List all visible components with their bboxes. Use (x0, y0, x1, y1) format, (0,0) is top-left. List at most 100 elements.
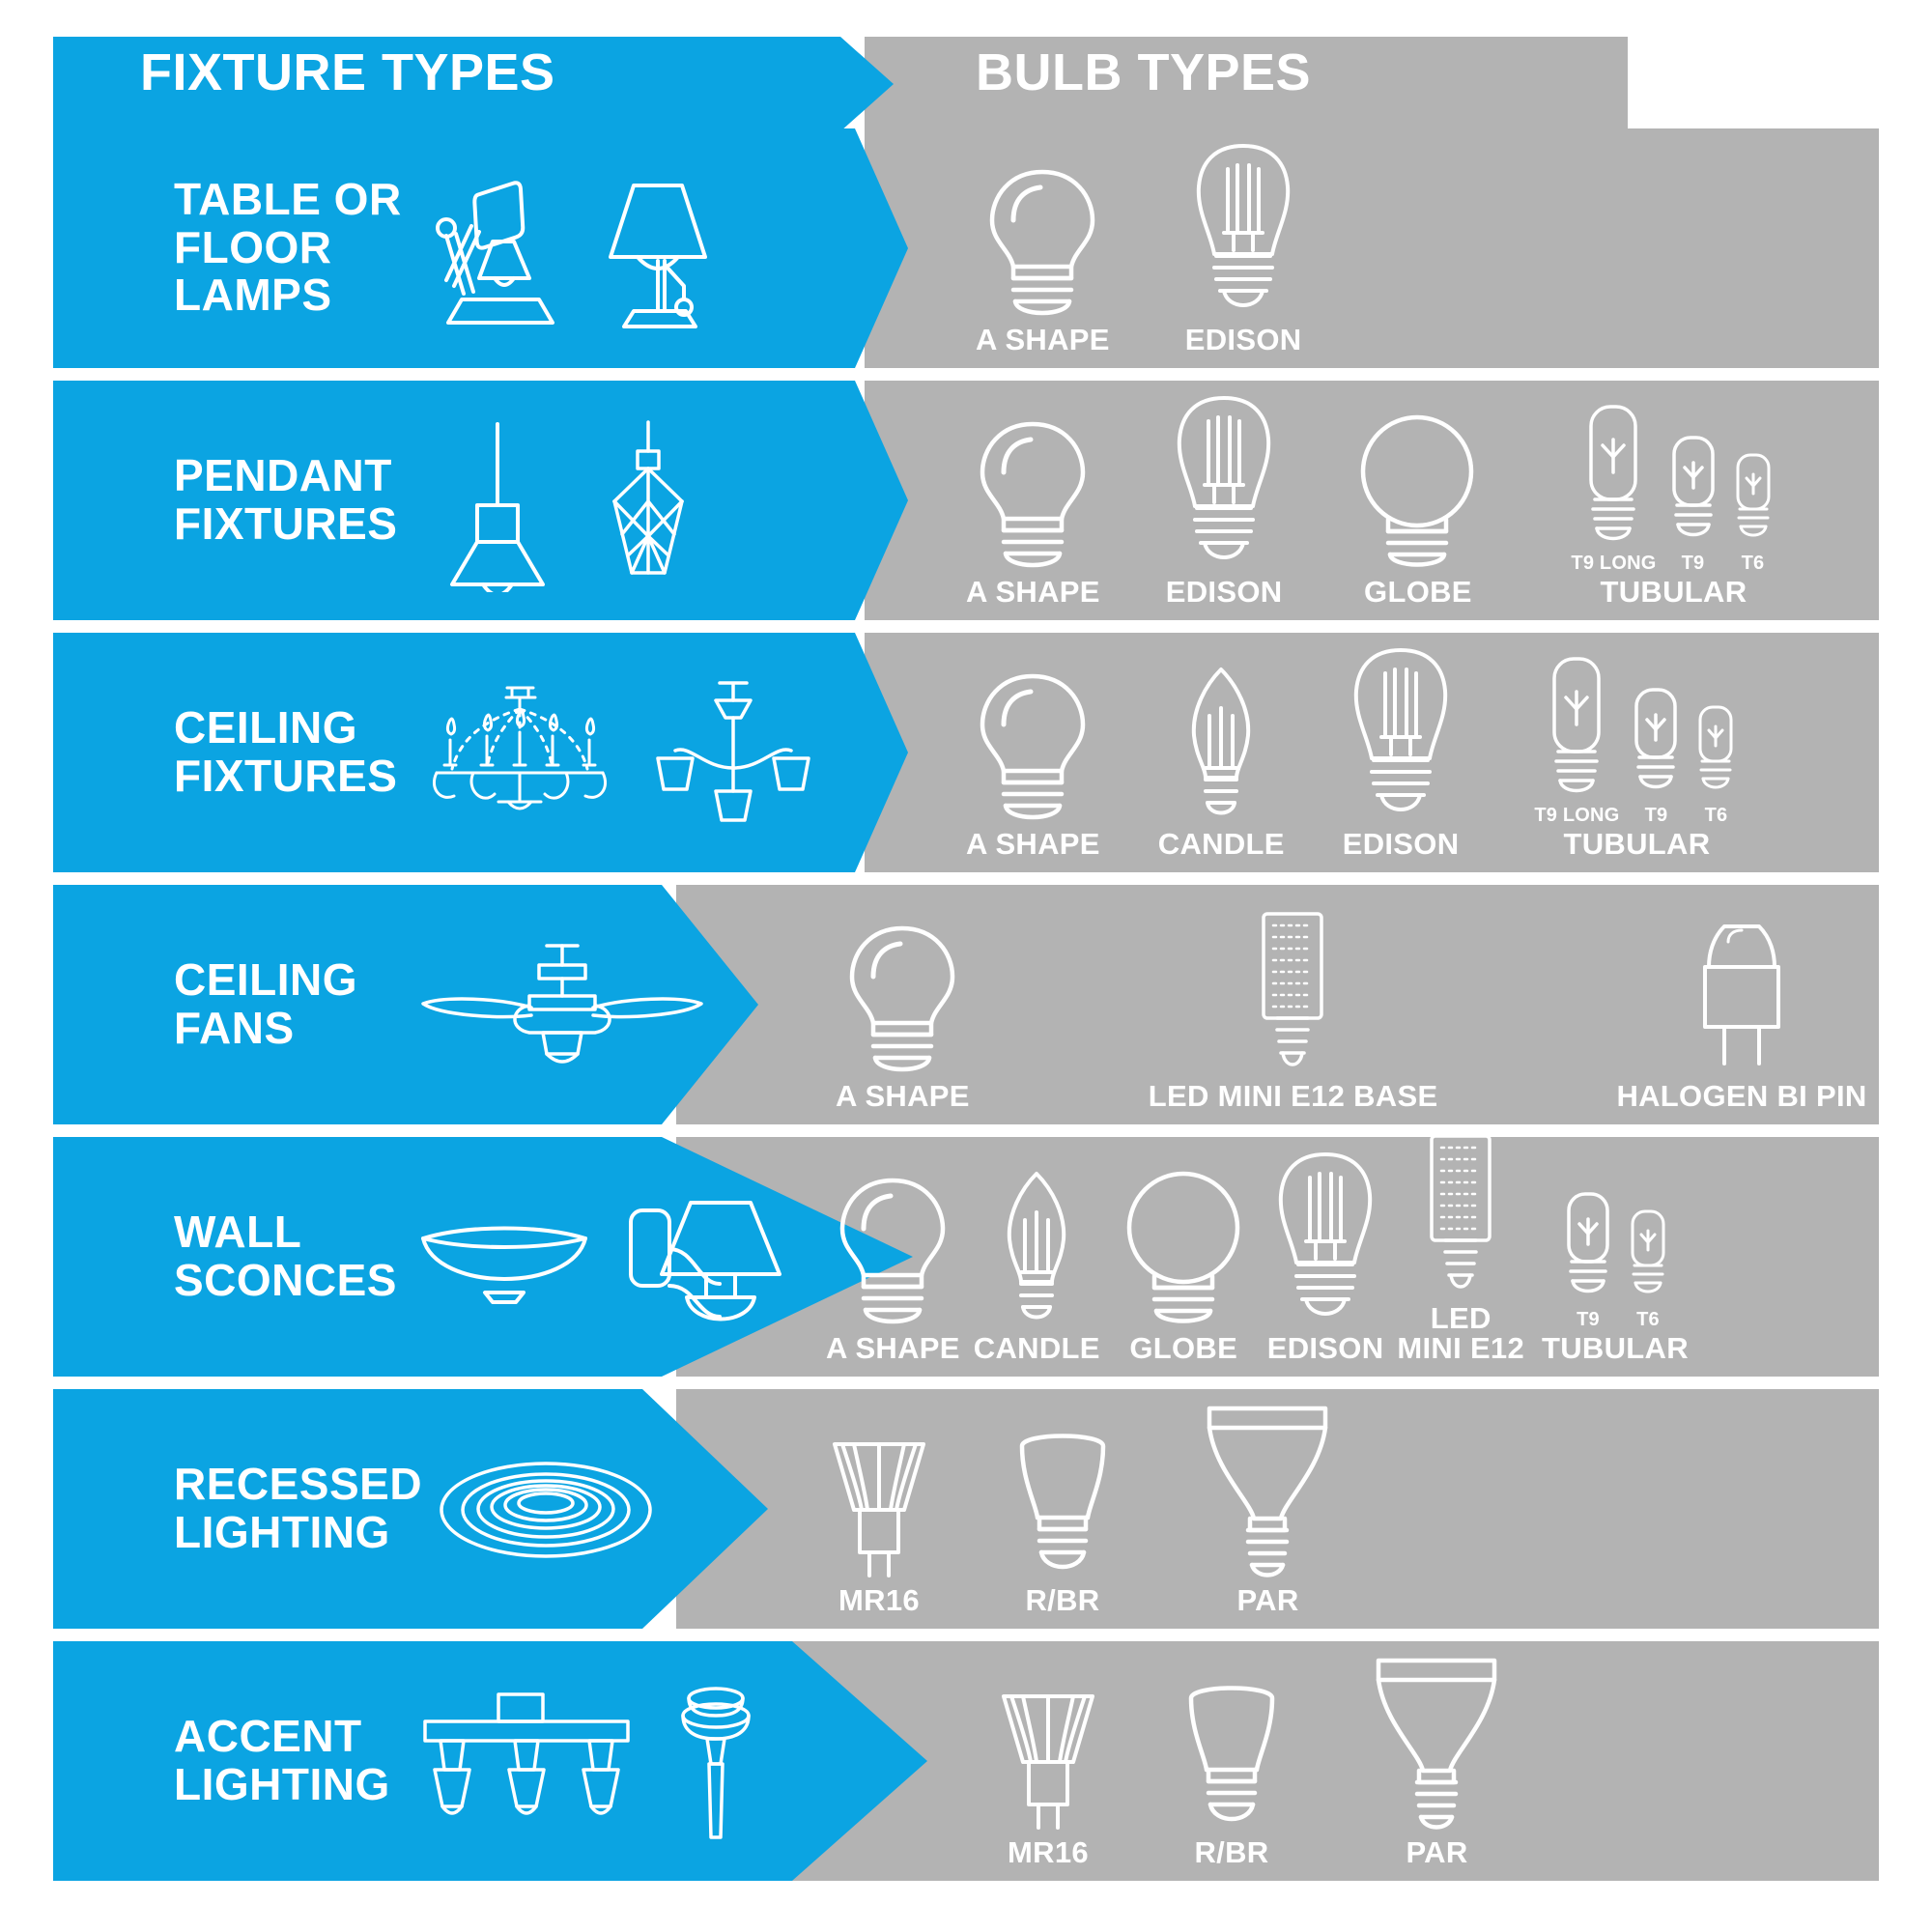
fixture-row: CEILING FIXTURES (0, 633, 1932, 872)
par-bulb-icon (1357, 1653, 1517, 1832)
a-shape-bulb-icon (975, 668, 1091, 823)
a-shape-bulb-icon (835, 1173, 951, 1327)
wall-bowl-sconce-icon (415, 1204, 594, 1310)
chandelier-arm-icon (648, 675, 817, 830)
tubular-size-label: T6 (1741, 553, 1765, 574)
bulb-group: A SHAPE CANDLE EDISON T9 LONG T9 (966, 633, 1739, 872)
tubular-group: T9 T6 TUBULAR (1542, 1188, 1689, 1363)
edison-bulb-icon (1166, 392, 1282, 571)
bulb-label: A SHAPE (966, 575, 1100, 609)
bulb-item: A SHAPE (836, 921, 970, 1111)
tubular-t9-icon (1559, 1188, 1617, 1307)
fixture-type-label: WALL SCONCES (174, 1207, 397, 1305)
halogen-bi-pin-icon (1693, 921, 1790, 1075)
fixture-type-label: PENDANT FIXTURES (174, 450, 398, 549)
bulb-label: PAR (1406, 1835, 1468, 1869)
bulb-item: LED MINI E12 BASE (1149, 906, 1438, 1111)
bulb-group: A SHAPE LED MINI E12 BASE HALOGEN BI PIN (836, 885, 1867, 1124)
bulb-label: CANDLE (973, 1331, 1100, 1365)
tubular-size-label: T6 (1636, 1309, 1660, 1330)
fixture-icon-group (415, 633, 817, 872)
bulb-item: A SHAPE (966, 416, 1100, 607)
bulb-label: LED MINI E12 (1397, 1301, 1524, 1365)
fixture-type-label: CEILING FANS (174, 954, 358, 1053)
tubular-t9-icon (1627, 684, 1685, 803)
pendant-cage-icon (585, 409, 711, 592)
bulb-item: GLOBE (1114, 1168, 1254, 1363)
r-br-bulb-icon (1174, 1677, 1290, 1832)
tubular-group: T9 LONG T9 T6 TUBULAR (1534, 653, 1739, 859)
bulb-item: EDISON (1166, 392, 1283, 607)
fixture-row: TABLE OR FLOOR LAMPS A SHAPE EDISON (0, 128, 1932, 368)
tubular-group-label: TUBULAR (1600, 575, 1747, 609)
header-gray-panel (865, 37, 1628, 131)
bulb-item: HALOGEN BI PIN (1616, 921, 1866, 1111)
bulb-item: A SHAPE (966, 668, 1100, 859)
bulb-label: EDISON (1342, 827, 1460, 861)
bulb-item: GLOBE (1348, 412, 1488, 607)
fixture-row: PENDANT FIXTURES A SHAPE EDISON (0, 381, 1932, 620)
candle-bulb-icon (1173, 664, 1269, 823)
bulb-item: R/BR (1174, 1677, 1290, 1867)
bulb-item: EDISON (1343, 644, 1460, 859)
tubular-item: T6 (1625, 1206, 1671, 1329)
tubular-group-label: TUBULAR (1563, 827, 1711, 861)
bulb-group: A SHAPE EDISON (976, 128, 1301, 368)
tubular-t6-icon (1625, 1206, 1671, 1307)
bulb-item: EDISON (1185, 140, 1302, 355)
tubular-size-label: T9 LONG (1534, 805, 1620, 826)
fixture-type-panel (53, 381, 908, 620)
tubular-item: T9 (1627, 684, 1685, 825)
tubular-t9-long-icon (1579, 401, 1647, 551)
page-title-fixture-types: FIXTURE TYPES (140, 43, 555, 101)
bulb-item: A SHAPE (826, 1173, 960, 1363)
tubular-t6-icon (1730, 449, 1776, 551)
fixture-type-panel (53, 885, 758, 1124)
bulb-label: CANDLE (1157, 827, 1285, 861)
tubular-item: T6 (1730, 449, 1776, 573)
bulb-item: A SHAPE (976, 164, 1110, 355)
tubular-item: T6 (1692, 701, 1739, 825)
desk-lamp-icon (425, 166, 570, 330)
bulb-item: MR16 (821, 1435, 937, 1615)
bulb-item: PAR (1357, 1653, 1517, 1867)
bulb-label: GLOBE (1364, 575, 1472, 609)
bulb-label: GLOBE (1129, 1331, 1238, 1365)
track-light-icon (415, 1687, 638, 1836)
bulb-label: R/BR (1025, 1583, 1100, 1617)
bulb-item: EDISON (1267, 1149, 1384, 1363)
edison-bulb-icon (1267, 1149, 1383, 1327)
bulb-item: PAR (1188, 1401, 1348, 1615)
bulb-label: LED MINI E12 BASE (1148, 1079, 1438, 1113)
fixture-icon-group (435, 381, 711, 620)
bulb-label: A SHAPE (826, 1331, 960, 1365)
bulb-group: MR16 R/BR PAR (821, 1389, 1348, 1629)
globe-bulb-icon (1114, 1168, 1254, 1327)
tubular-size-label: T6 (1704, 805, 1728, 826)
globe-bulb-icon (1348, 412, 1488, 571)
r-br-bulb-icon (1005, 1425, 1121, 1579)
fixture-icon-group (425, 128, 721, 368)
fixture-row: WALL SCONCES A SHAPE CANDLE GLOBE (0, 1134, 1932, 1377)
bulb-item: MR16 (990, 1687, 1106, 1867)
recessed-can-icon (435, 1454, 657, 1565)
chandelier-wide-icon (415, 680, 623, 825)
a-shape-bulb-icon (984, 164, 1100, 319)
fixture-type-label: ACCENT LIGHTING (174, 1711, 390, 1809)
par-bulb-icon (1188, 1401, 1348, 1579)
bulb-label: EDISON (1266, 1331, 1384, 1365)
bulb-label: HALOGEN BI PIN (1616, 1079, 1867, 1113)
bulb-label: A SHAPE (976, 323, 1110, 356)
bulb-label: R/BR (1194, 1835, 1269, 1869)
edison-bulb-icon (1185, 140, 1301, 319)
header: FIXTURE TYPES BULB TYPES (0, 0, 1932, 145)
tubular-size-label: T9 LONG (1571, 553, 1657, 574)
mr16-bulb-icon (990, 1687, 1106, 1832)
tubular-t9-icon (1664, 432, 1722, 551)
pendant-cone-icon (435, 409, 560, 592)
tubular-group-label: TUBULAR (1542, 1331, 1689, 1365)
bulb-label: A SHAPE (966, 827, 1100, 861)
candle-bulb-icon (988, 1168, 1085, 1327)
fixture-type-label: TABLE OR FLOOR LAMPS (174, 174, 402, 321)
